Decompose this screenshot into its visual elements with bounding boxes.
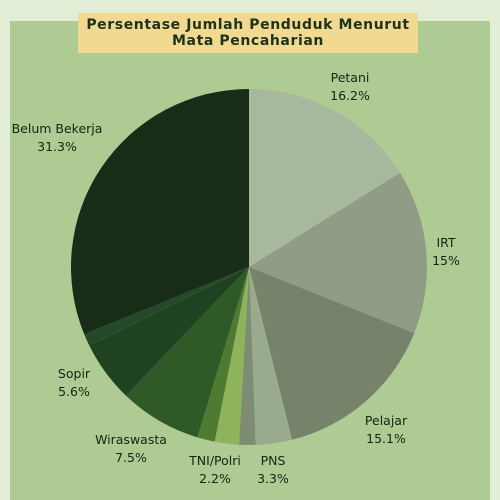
slice-label: Belum Bekerja [12,121,103,136]
pie-slice-petani [249,89,401,267]
slice-label: IRT [436,235,455,250]
slice-value-label: 7.5% [115,450,147,465]
chart-title-line-1: Persentase Jumlah Penduduk Menurut [86,17,410,33]
pie-slice-sopir [89,267,249,396]
slice-value-label: 2.2% [199,471,231,486]
chart-title-line-2: Mata Pencaharian [172,33,324,49]
pie-slices [70,89,428,445]
slice-label: Pelajar [365,413,408,428]
slice-label: Petani [331,70,370,85]
slice-value-label: 15.1% [366,431,406,446]
slice-label: Wiraswasta [95,432,167,447]
slice-value-label: 5.6% [58,384,90,399]
slice-value-label: 16.2% [330,88,370,103]
chart-title: Persentase Jumlah Penduduk Menurut Mata … [78,13,418,53]
pie-slice-tni-polri [214,267,249,445]
pie-slice-4 [238,267,256,445]
slice-value-label: 3.3% [257,471,289,486]
pie-slice-pelajar [249,267,415,440]
pie-slice-belum-bekerja [70,89,249,335]
slice-label: TNI/Polri [188,453,241,468]
slice-label: PNS [261,453,286,468]
pie-slice-6 [197,267,249,442]
slice-value-label: 31.3% [37,139,77,154]
pie-slice-wiraswasta [125,267,249,438]
pie-labels: Petani 16.2% IRT 15% Pelajar 15.1% PNS 3.3% TNI/… [12,70,460,486]
slice-label: Sopir [58,366,91,381]
pie-slice-irt [249,172,428,334]
pie-slice-9 [84,267,249,346]
slice-value-label: 15% [432,253,460,268]
pie-slice-pns [249,267,293,445]
